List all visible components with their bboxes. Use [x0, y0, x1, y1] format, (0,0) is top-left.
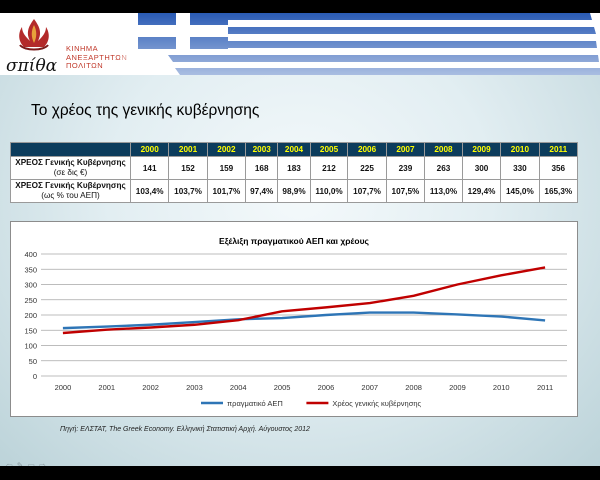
year-header: 2002: [206, 142, 247, 157]
table-cell: 183: [277, 156, 311, 180]
year-header: 2010: [500, 142, 540, 157]
table-cell: 212: [309, 156, 349, 180]
year-header: 2001: [168, 142, 208, 157]
legend-label: πραγματικό ΑΕΠ: [227, 399, 283, 408]
x-tick-label: 2005: [274, 383, 291, 392]
legend-label: Χρέος γενικής κυβέρνησης: [332, 399, 421, 408]
table-cell: 152: [168, 156, 208, 180]
chart-panel: Εξέλιξη πραγματικού ΑΕΠ και χρέους 0 50 100…: [10, 221, 578, 417]
x-tick-label: 2000: [55, 383, 72, 392]
table-cell: 141: [129, 156, 170, 180]
line-chart: Εξέλιξη πραγματικού ΑΕΠ και χρέους 0 50 100…: [24, 236, 567, 408]
year-header: 2011: [538, 142, 579, 157]
x-tick-label: 2002: [142, 383, 159, 392]
slideshow-nav: ⇦✎▭⇨: [6, 461, 50, 470]
slide-header: σπίθα ΚΙΝΗΜΑ ΑΝΕΞΑΡΤΗΤΩΝ ΠΟΛΙΤΩΝ: [0, 13, 600, 75]
y-tick-label: 250: [24, 296, 37, 305]
slides-icon[interactable]: ▭: [27, 461, 39, 470]
table-cell: 356: [538, 156, 579, 180]
year-header: 2006: [347, 142, 387, 157]
chart-title: Εξέλιξη πραγματικού ΑΕΠ και χρέους: [219, 236, 370, 246]
table-corner: [10, 142, 131, 157]
year-header: 2005: [309, 142, 349, 157]
year-header: 2009: [461, 142, 502, 157]
x-tick-label: 2011: [537, 383, 553, 392]
y-tick-label: 150: [24, 326, 37, 335]
letterbox-top: [0, 0, 600, 13]
table-cell: 300: [461, 156, 502, 180]
year-header: 2004: [277, 142, 311, 157]
x-tick-label: 2003: [186, 383, 203, 392]
y-tick-label: 50: [29, 357, 37, 366]
forward-arrow-icon[interactable]: ⇨: [39, 461, 50, 470]
flame-icon: [19, 19, 49, 51]
table-cell: 97,4%: [245, 179, 279, 203]
table-cell: 107,7%: [347, 179, 387, 203]
table-cell: 145,0%: [500, 179, 540, 203]
table-row: ΧΡΕΟΣ Γενικής Κυβέρνησης (σε δις €) 141 …: [10, 156, 579, 180]
x-tick-label: 2010: [493, 383, 510, 392]
table-cell: 165,3%: [538, 179, 579, 203]
table-cell: 98,9%: [277, 179, 311, 203]
y-tick-label: 400: [24, 250, 37, 259]
year-header: 2003: [245, 142, 279, 157]
x-tick-label: 2008: [405, 383, 422, 392]
table-cell: 263: [424, 156, 463, 180]
table-cell: 225: [347, 156, 387, 180]
series-line-gdp: [62, 311, 546, 330]
table-cell: 168: [245, 156, 279, 180]
y-tick-label: 200: [24, 311, 37, 320]
slide-title: Το χρέος της γενικής κυβέρνησης: [31, 102, 260, 119]
x-tick-label: 2001: [98, 383, 115, 392]
row-label: ΧΡΕΟΣ Γενικής Κυβέρνησης (σε δις €): [10, 156, 131, 180]
back-arrow-icon[interactable]: ⇦: [6, 461, 17, 470]
logo-tagline: ΚΙΝΗΜΑ ΑΝΕΞΑΡΤΗΤΩΝ ΠΟΛΙΤΩΝ: [66, 44, 128, 70]
x-tick-label: 2006: [318, 383, 335, 392]
year-header: 2008: [424, 142, 463, 157]
debt-table: 2000 2001 2002 2003 2004 2005 2006 2007 …: [10, 142, 579, 203]
spitha-logo: σπίθα: [6, 19, 58, 73]
y-tick-label: 350: [24, 265, 37, 274]
table-cell: 110,0%: [309, 179, 349, 203]
y-tick-label: 300: [24, 281, 37, 290]
year-header: 2000: [129, 142, 170, 157]
x-tick-label: 2004: [230, 383, 247, 392]
year-header: 2007: [385, 142, 426, 157]
pen-icon[interactable]: ✎: [17, 461, 28, 470]
table-cell: 129,4%: [461, 179, 502, 203]
source-note: Πηγή: ΕΛΣΤΑΤ, The Greek Economy. Ελληνικ…: [60, 426, 310, 433]
table-cell: 103,7%: [168, 179, 208, 203]
x-tick-label: 2009: [449, 383, 466, 392]
table-cell: 239: [385, 156, 426, 180]
x-tick-label: 2007: [361, 383, 378, 392]
table-cell: 113,0%: [424, 179, 463, 203]
series-line-debt: [62, 266, 546, 335]
letterbox-bottom: [0, 466, 600, 480]
table-cell: 330: [500, 156, 540, 180]
row-label: ΧΡΕΟΣ Γενικής Κυβέρνησης (ως % του ΑΕΠ): [10, 179, 131, 203]
y-tick-label: 0: [33, 372, 37, 381]
table-cell: 103,4%: [129, 179, 170, 203]
y-tick-label: 100: [24, 342, 37, 351]
table-cell: 101,7%: [206, 179, 247, 203]
table-header-row: 2000 2001 2002 2003 2004 2005 2006 2007 …: [10, 142, 579, 157]
svg-text:σπίθα: σπίθα: [6, 56, 58, 73]
table-cell: 107,5%: [385, 179, 426, 203]
table-cell: 159: [206, 156, 247, 180]
table-row: ΧΡΕΟΣ Γενικής Κυβέρνησης (ως % του ΑΕΠ) …: [10, 179, 579, 203]
slide: σπίθα ΚΙΝΗΜΑ ΑΝΕΞΑΡΤΗΤΩΝ ΠΟΛΙΤΩΝ: [0, 13, 600, 470]
greek-flag-banner: [120, 13, 600, 75]
